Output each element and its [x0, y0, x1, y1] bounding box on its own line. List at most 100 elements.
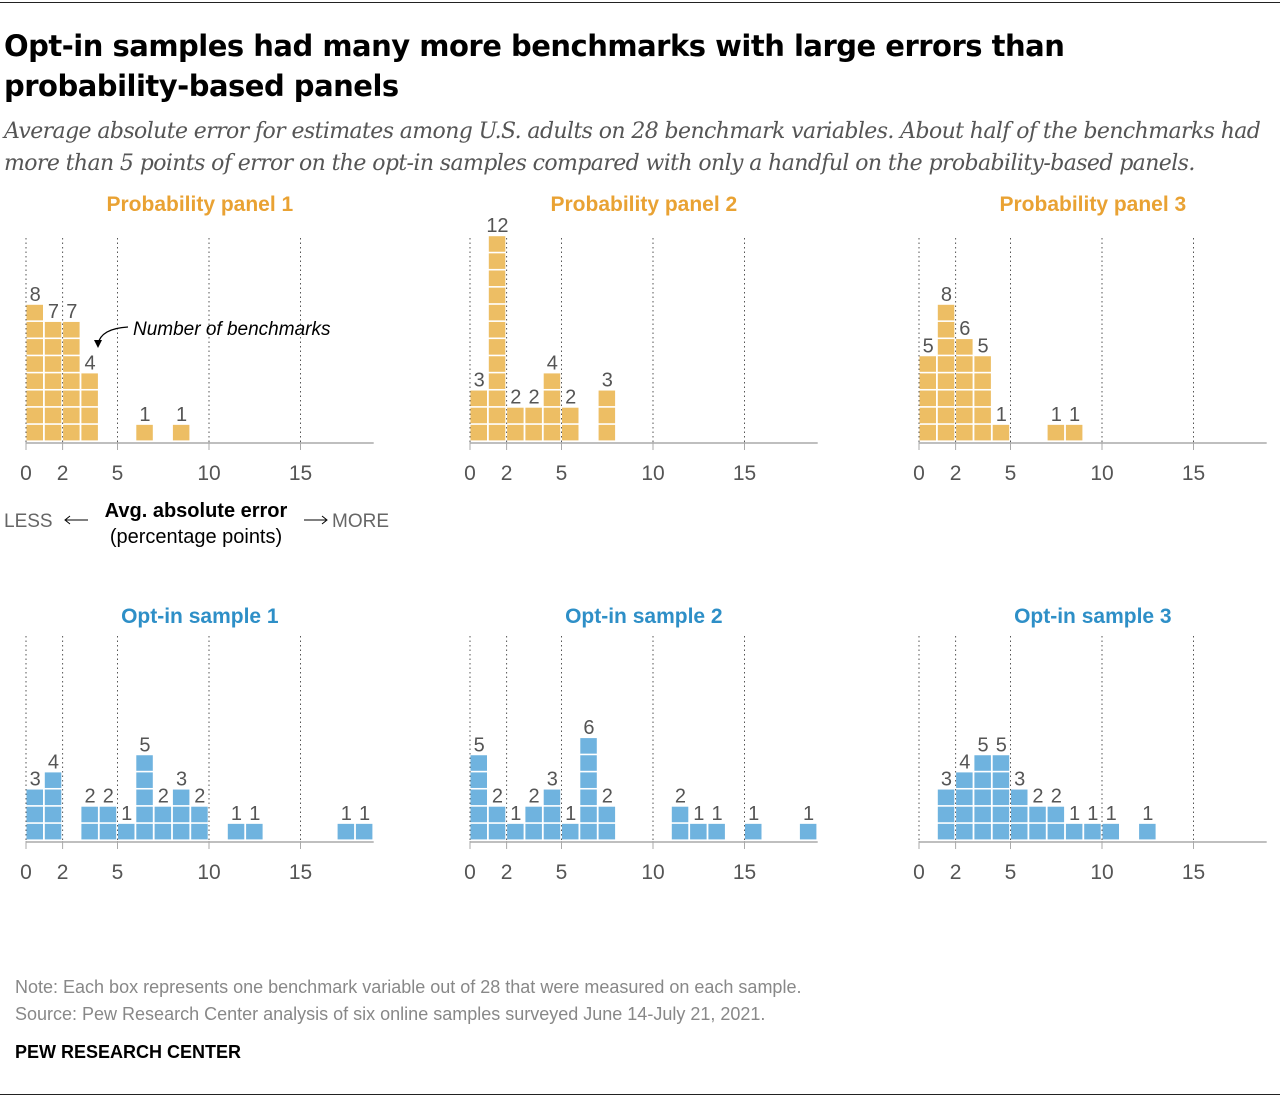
benchmark-box: [992, 424, 1010, 441]
benchmark-box: [543, 373, 561, 389]
count-label: 2: [675, 786, 686, 808]
benchmark-box: [974, 755, 991, 771]
chart-subtitle: Average absolute error for estimates amo…: [4, 119, 1261, 176]
benchmark-box: [956, 424, 973, 441]
benchmark-box: [1029, 823, 1046, 840]
x-tick-label: 10: [197, 861, 220, 884]
benchmark-box: [1047, 823, 1065, 840]
benchmark-box: [974, 823, 991, 840]
benchmark-box: [26, 390, 43, 407]
benchmark-box: [799, 823, 817, 840]
benchmark-box: [919, 407, 936, 424]
benchmark-box: [992, 806, 1010, 823]
benchmark-box: [81, 823, 98, 840]
count-label: 2: [103, 786, 114, 808]
benchmark-box: [992, 755, 1010, 771]
benchmark-box: [63, 424, 80, 441]
benchmark-box: [227, 823, 245, 840]
benchmark-annotation: Number of benchmarks: [94, 319, 331, 348]
x-tick-label: 10: [1090, 861, 1113, 884]
benchmark-box: [919, 424, 936, 441]
benchmark-box: [136, 755, 153, 771]
benchmark-box: [26, 806, 43, 823]
benchmark-box: [937, 789, 955, 806]
benchmark-box: [63, 407, 80, 424]
benchmark-box: [488, 321, 506, 338]
benchmark-box: [1011, 789, 1028, 806]
benchmark-box: [26, 321, 43, 338]
benchmark-box: [191, 823, 208, 840]
benchmark-box: [488, 270, 506, 287]
benchmark-box: [63, 356, 80, 372]
benchmark-box: [470, 755, 487, 771]
benchmark-box: [1047, 806, 1065, 823]
benchmark-box: [543, 789, 561, 806]
benchmark-box: [172, 424, 190, 441]
note-text: Note: Each box represents one benchmark …: [15, 977, 802, 997]
benchmark-box: [337, 823, 355, 840]
benchmark-box: [355, 823, 373, 840]
benchmark-box: [992, 772, 1010, 788]
benchmark-box: [956, 407, 973, 424]
benchmark-box: [26, 407, 43, 424]
source-text: Source: Pew Research Center analysis of …: [15, 1004, 766, 1024]
x-tick-label: 10: [641, 861, 664, 884]
x-tick-label: 0: [20, 462, 32, 485]
x-tick-label: 5: [1005, 861, 1017, 884]
count-label: 5: [474, 734, 485, 756]
benchmark-box: [488, 304, 506, 321]
top-rule: [0, 2, 1280, 3]
benchmark-box: [470, 789, 487, 806]
benchmark-box: [992, 823, 1010, 840]
benchmark-box: [974, 424, 991, 441]
benchmark-box: [937, 373, 955, 389]
count-label: 5: [923, 335, 934, 357]
benchmark-box: [44, 789, 62, 806]
benchmark-box: [974, 407, 991, 424]
count-label: 1: [1069, 803, 1080, 825]
benchmark-box: [937, 339, 955, 355]
benchmark-box: [44, 390, 62, 407]
benchmark-box: [44, 407, 62, 424]
benchmark-box: [525, 407, 542, 424]
benchmark-box: [81, 390, 98, 407]
benchmark-box: [44, 823, 62, 840]
bottom-rule: [0, 1094, 1280, 1095]
x-tick-label: 5: [112, 462, 124, 485]
benchmark-box: [507, 424, 524, 441]
benchmark-box: [44, 772, 62, 788]
count-label: 4: [547, 352, 558, 374]
benchmark-box: [136, 772, 153, 788]
x-tick-label: 0: [913, 462, 925, 485]
benchmark-box: [956, 390, 973, 407]
count-label: 1: [748, 803, 759, 825]
count-label: 2: [602, 786, 613, 808]
count-label: 8: [30, 284, 41, 306]
benchmark-box: [598, 390, 616, 407]
benchmark-box: [470, 424, 487, 441]
count-label: 3: [474, 370, 485, 392]
panel-title: Probability panel 3: [999, 193, 1186, 216]
count-label: 2: [528, 387, 539, 409]
benchmark-box: [118, 823, 135, 840]
benchmark-box: [974, 373, 991, 389]
count-label: 5: [996, 734, 1007, 756]
benchmark-box: [1047, 424, 1065, 441]
benchmark-box: [671, 823, 689, 840]
benchmark-box: [562, 424, 579, 441]
count-label: 7: [66, 301, 77, 323]
count-label: 5: [977, 734, 988, 756]
count-label: 1: [231, 803, 242, 825]
count-label: 1: [1087, 803, 1098, 825]
benchmark-box: [172, 789, 190, 806]
x-tick-label: 0: [20, 861, 32, 884]
chart-title: Opt-in samples had many more benchmarks …: [4, 29, 1065, 103]
benchmark-box: [488, 236, 506, 252]
count-label: 1: [565, 803, 576, 825]
benchmark-box: [937, 806, 955, 823]
count-label: 1: [803, 803, 814, 825]
